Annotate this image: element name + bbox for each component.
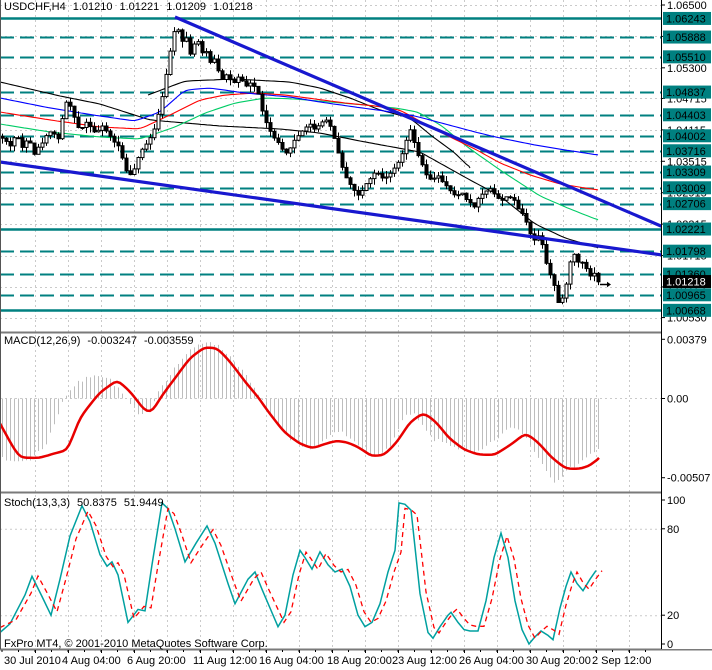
price-axis[interactable]: 1.065001.059001.053001.047151.041151.035… <box>661 0 712 651</box>
current-price-marker <box>600 281 611 288</box>
current-price-label <box>663 275 711 289</box>
trendline[interactable] <box>0 160 712 264</box>
macd-header: MACD(12,26,9) -0.003247 -0.003559 <box>4 335 201 347</box>
time-label: 30 Jul 2010 <box>4 655 61 667</box>
price-level-label <box>663 181 711 195</box>
time-label: 18 Aug 20:00 <box>327 655 392 667</box>
price-level-label-text: 1.00965 <box>666 290 706 302</box>
price-level-label-text: 1.03309 <box>666 167 706 179</box>
ma-lines-layer <box>0 78 599 249</box>
price-level-label-text: 1.03009 <box>666 183 706 195</box>
price-level-label <box>663 50 711 64</box>
ohlc-open: 1.01210 <box>72 1 113 13</box>
stoch-panel <box>0 501 603 646</box>
price-level-label <box>663 30 711 44</box>
price-level-label <box>663 165 711 179</box>
stoch-axis-label: 80 <box>667 524 679 536</box>
price-level-label <box>663 244 711 258</box>
price-level-label-text: 1.02221 <box>666 224 706 236</box>
macd-axis-label: -0.00507 <box>667 473 710 485</box>
current-price-label-text: 1.01218 <box>666 277 706 289</box>
levels-layer <box>0 17 661 312</box>
price-level-label-text: 1.01798 <box>666 246 706 258</box>
price-level-label-text: 1.03716 <box>666 146 706 158</box>
time-label: 23 Aug 12:00 <box>392 655 457 667</box>
ohlc-high: 1.01221 <box>119 1 160 13</box>
price-level-label-text: 1.06243 <box>666 13 706 25</box>
price-level-label-text: 1.04837 <box>666 87 706 99</box>
symbol-label: USDCHF,H4 <box>4 1 66 13</box>
macd-value: -0.003247 <box>87 335 137 347</box>
ohlc-close: 1.01218 <box>213 1 253 13</box>
ma-line-blue[interactable] <box>0 87 599 156</box>
price-tick-label: 1.03515 <box>667 156 707 168</box>
price-level-label <box>663 288 711 302</box>
stoch-axis-label: 100 <box>667 495 685 507</box>
stoch-k-value: 50.8375 <box>77 497 117 509</box>
panel-separators <box>0 0 712 651</box>
price-level-label-text: 1.04002 <box>666 131 706 143</box>
time-label: 30 Aug 20:00 <box>526 655 591 667</box>
time-label: 6 Aug 20:00 <box>127 655 186 667</box>
price-level-label-text: 1.05888 <box>666 32 706 44</box>
stoch-name: Stoch(13,3,3) <box>4 497 71 509</box>
time-label: 4 Aug 04:00 <box>62 655 121 667</box>
price-level-label <box>663 144 711 158</box>
time-label: 2 Sep 12:00 <box>592 655 651 667</box>
stoch-k-line[interactable] <box>0 501 597 646</box>
macd-panel <box>0 342 600 483</box>
time-label: 26 Aug 04:00 <box>459 655 524 667</box>
price-level-label <box>663 197 711 211</box>
price-level-label <box>663 303 711 317</box>
symbol-ohlc-header: USDCHF,H4 1.01210 1.01221 1.01209 1.01218 <box>4 1 260 13</box>
macd-signal-line[interactable] <box>0 346 600 471</box>
price-tick-label: 1.06500 <box>667 0 707 12</box>
copyright-text: FxPro MT4, © 2001-2010 MetaQuotes Softwa… <box>4 638 268 650</box>
price-level-label-text: 1.00668 <box>666 305 706 317</box>
stoch-d-value: 51.9449 <box>123 497 164 509</box>
macd-axis-label: 0.00379 <box>667 334 707 346</box>
macd-signal-value: -0.003559 <box>143 335 194 347</box>
stoch-axis-label: 20 <box>667 610 679 622</box>
price-tick-label: 1.05300 <box>667 63 707 75</box>
candles-layer <box>0 27 601 305</box>
time-label: 11 Aug 12:00 <box>193 655 257 667</box>
ma-line-green[interactable] <box>0 97 599 221</box>
price-level-label <box>663 11 711 25</box>
ma-line-red[interactable] <box>0 92 599 191</box>
time-axis[interactable]: 30 Jul 2010 4 Aug 04:00 6 Aug 20:00 11 Aug … <box>1 650 651 667</box>
ohlc-low: 1.01209 <box>166 1 207 13</box>
time-label: 16 Aug 04:00 <box>259 655 324 667</box>
ma-line-black[interactable] <box>147 78 471 169</box>
macd-name: MACD(12,26,9) <box>4 335 81 347</box>
price-level-label-text: 1.02706 <box>666 199 706 211</box>
price-level-label <box>663 108 711 122</box>
price-level-label-text: 1.04403 <box>666 110 706 122</box>
macd-histogram <box>2 342 599 483</box>
price-level-label <box>663 85 711 99</box>
stoch-header: Stoch(13,3,3) 50.8375 51.9449 <box>4 497 171 509</box>
trendlines-layer <box>0 15 712 264</box>
stoch-d-line[interactable] <box>0 507 603 640</box>
trendline[interactable] <box>174 15 712 250</box>
stoch-axis-label: 0 <box>667 639 673 651</box>
macd-axis-label: 0.00 <box>667 394 688 406</box>
price-level-label <box>663 129 711 143</box>
price-level-label-text: 1.05510 <box>666 52 706 64</box>
price-level-label <box>663 222 711 236</box>
